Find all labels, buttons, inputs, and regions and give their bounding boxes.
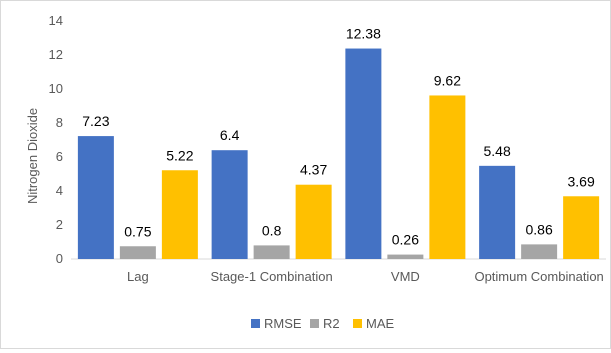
- data-label: 0.26: [392, 232, 419, 248]
- y-axis-title: Nitrogen Dioxide: [25, 108, 40, 204]
- bar-mae: [429, 95, 466, 260]
- legend-label: MAE: [366, 316, 395, 331]
- bar-rmse: [77, 136, 114, 259]
- data-label: 7.23: [82, 113, 109, 129]
- legend-label: R2: [323, 316, 340, 331]
- bar-mae: [161, 170, 198, 259]
- data-label: 5.22: [166, 147, 193, 163]
- bar-r2: [387, 254, 424, 259]
- y-tick-label: 6: [56, 149, 63, 164]
- data-label: 5.48: [484, 143, 511, 159]
- data-label: 0.86: [526, 221, 553, 237]
- y-tick-label: 14: [49, 13, 63, 28]
- bar-rmse: [211, 150, 248, 259]
- y-tick-label: 0: [56, 251, 63, 266]
- bar-mae: [563, 196, 600, 259]
- data-label: 3.69: [568, 173, 595, 189]
- y-axis: 0 2 4 6 8 10 12 14: [49, 13, 63, 266]
- bar-rmse: [479, 165, 516, 259]
- data-label: 4.37: [300, 162, 327, 178]
- legend-swatch-rmse: [251, 319, 260, 328]
- data-label: 6.4: [220, 127, 240, 143]
- y-tick-label: 8: [56, 115, 63, 130]
- legend-swatch-r2: [310, 319, 319, 328]
- data-label: 0.75: [124, 223, 151, 239]
- x-axis-categories: Lag Stage-1 Combination VMD Optimum Combina…: [127, 269, 604, 284]
- bars: [77, 48, 600, 260]
- x-category-label: Stage-1 Combination: [211, 269, 333, 284]
- y-tick-label: 2: [56, 217, 63, 232]
- x-category-label: Optimum Combination: [474, 269, 603, 284]
- y-tick-label: 4: [56, 183, 63, 198]
- x-category-label: Lag: [127, 269, 149, 284]
- bar-r2: [253, 245, 290, 259]
- data-label: 9.62: [434, 72, 461, 88]
- bar-chart: 0 2 4 6 8 10 12 14 Nitrogen Dioxide 7.23 0.75 5.2…: [25, 13, 606, 331]
- data-label: 12.38: [346, 26, 381, 42]
- data-label: 0.8: [262, 222, 282, 238]
- y-tick-label: 12: [49, 47, 63, 62]
- bar-rmse: [345, 48, 382, 259]
- bar-r2: [521, 244, 558, 259]
- bar-r2: [119, 246, 156, 259]
- legend-label: RMSE: [264, 316, 302, 331]
- bar-mae: [295, 184, 332, 259]
- x-category-label: VMD: [391, 269, 420, 284]
- y-tick-label: 10: [49, 81, 63, 96]
- legend-swatch-mae: [353, 319, 362, 328]
- legend: RMSE R2 MAE: [251, 316, 395, 331]
- data-labels: 7.23 0.75 5.22 6.4 0.8 4.37 12.38 0.26 9.62 5.48 0…: [82, 26, 595, 248]
